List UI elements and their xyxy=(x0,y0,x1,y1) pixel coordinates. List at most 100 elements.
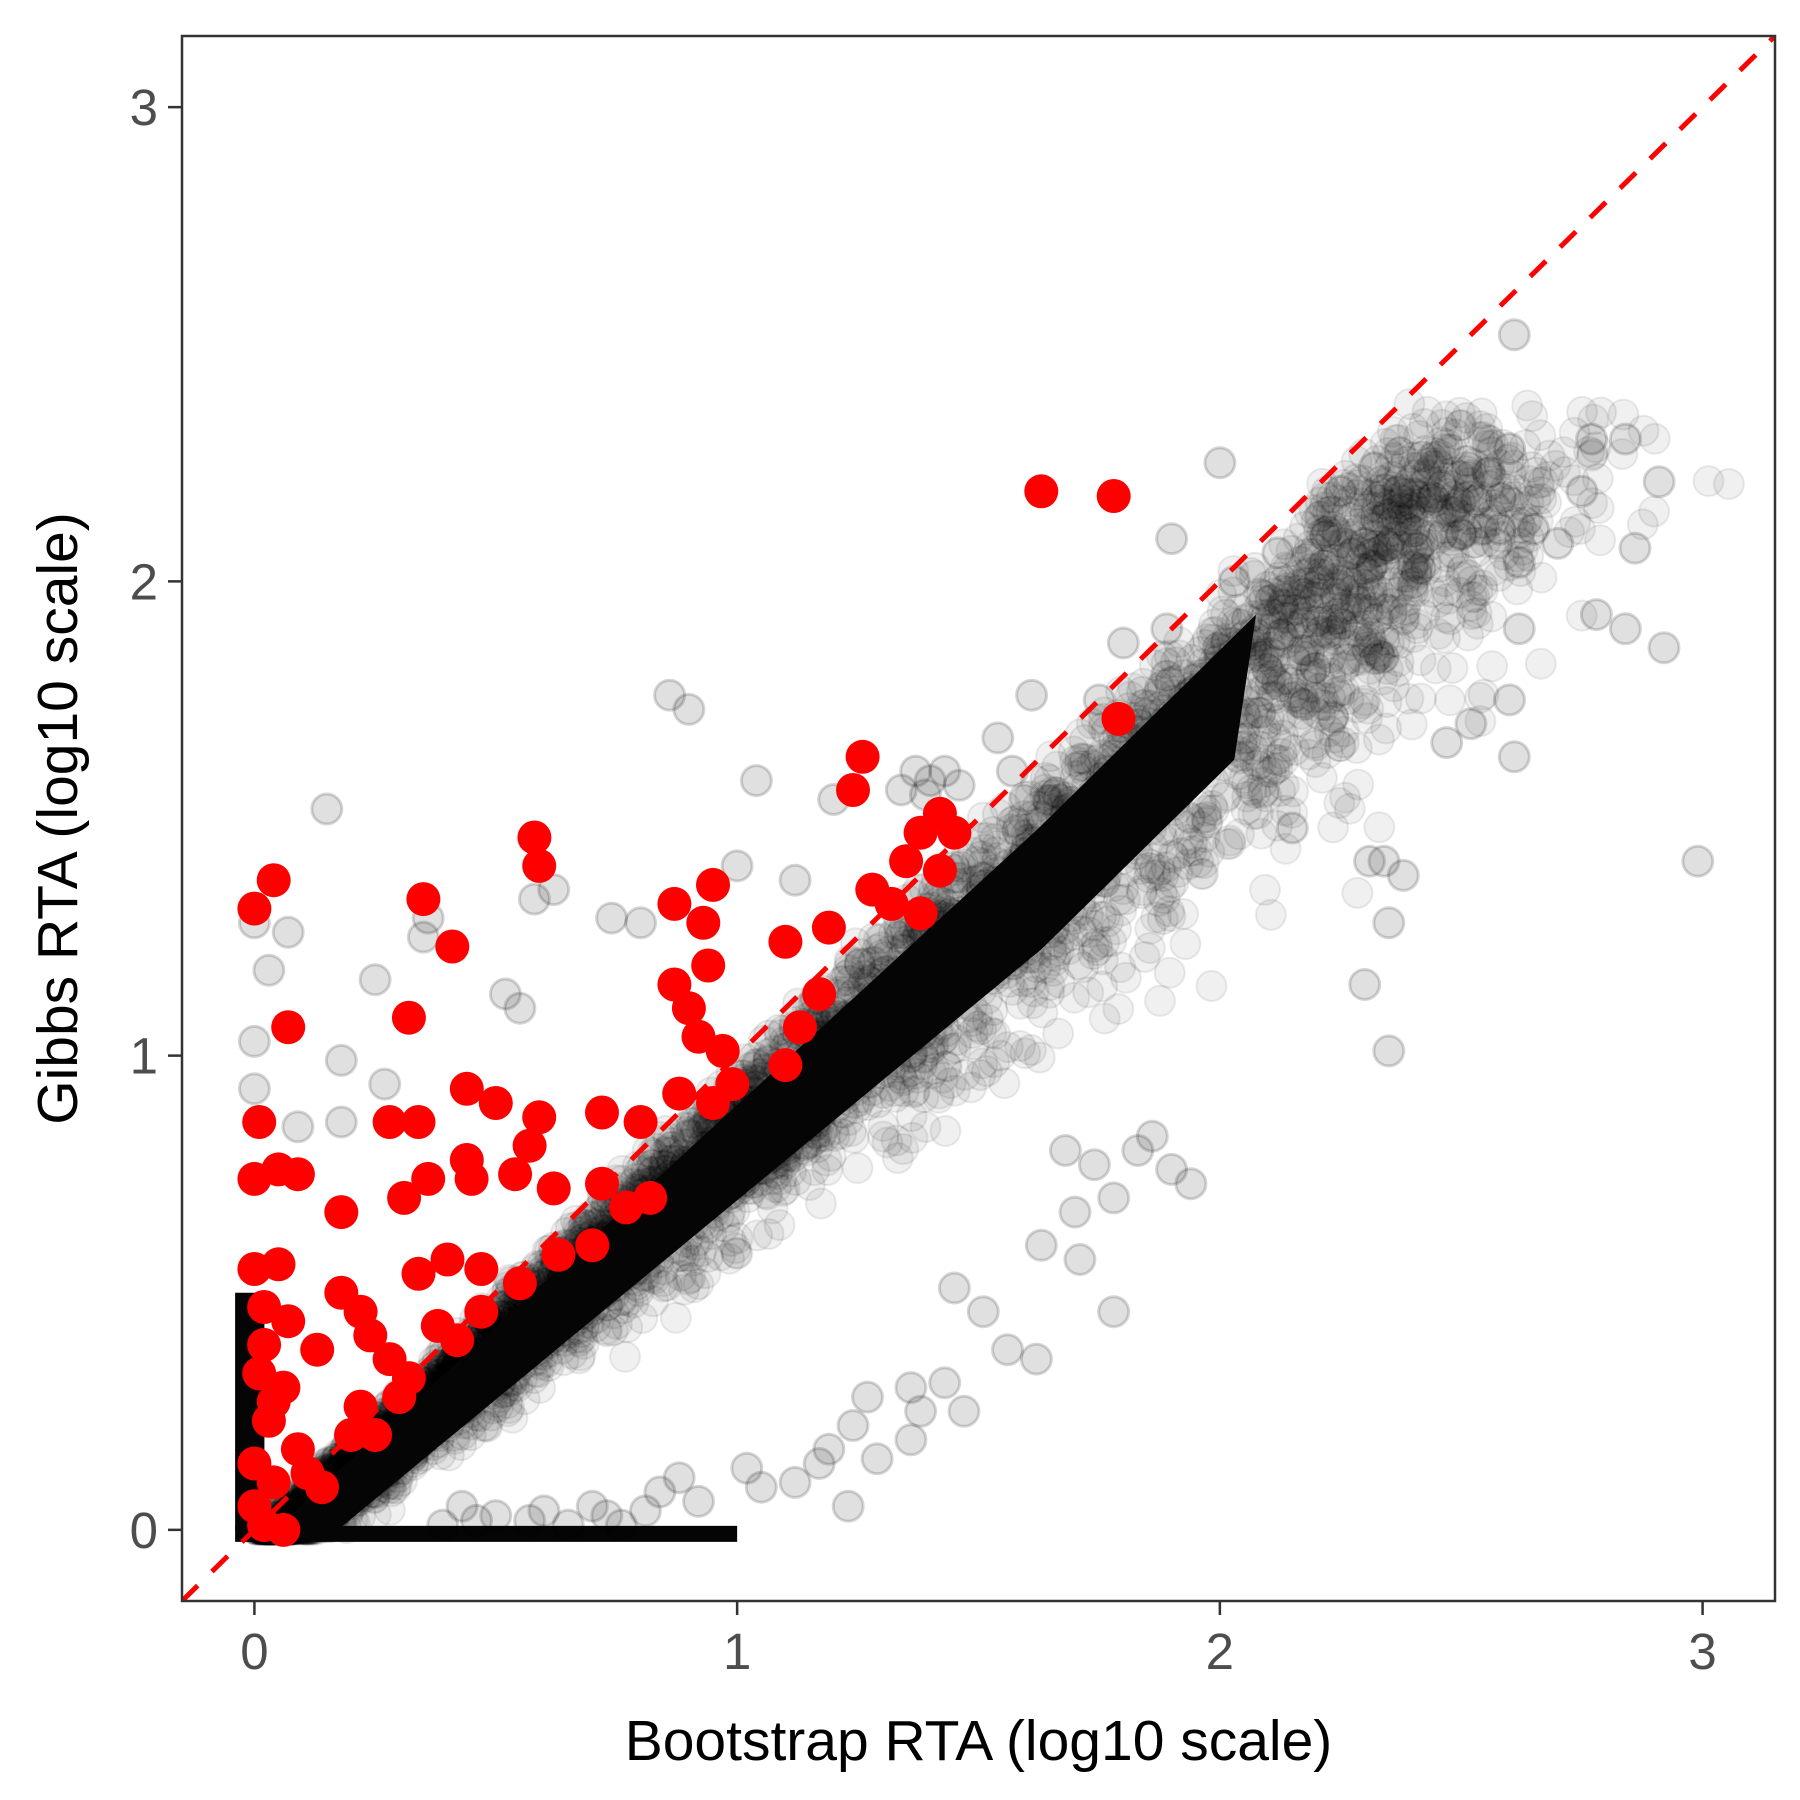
cloud-point xyxy=(1317,699,1350,732)
cloud-point xyxy=(704,1239,736,1272)
cloud-point xyxy=(1244,747,1277,780)
cloud-point xyxy=(886,1064,919,1097)
cloud-point xyxy=(1285,697,1318,730)
cloud-point xyxy=(1336,520,1369,553)
cloud-point xyxy=(1416,449,1449,482)
cloud-point xyxy=(1380,528,1413,560)
cloud-point xyxy=(1398,459,1431,492)
cloud-point xyxy=(1503,527,1536,560)
cloud-point xyxy=(1402,496,1435,528)
cloud-point xyxy=(1371,593,1404,626)
cloud-point xyxy=(1304,500,1337,533)
cloud-point xyxy=(1461,483,1494,516)
cloud-point xyxy=(780,1164,812,1196)
cloud-point xyxy=(1358,633,1390,666)
cloud-point xyxy=(1396,528,1429,561)
cloud-point xyxy=(1341,469,1374,502)
cloud-point xyxy=(865,922,898,955)
cloud-point xyxy=(1267,574,1300,607)
cloud-point xyxy=(1261,743,1294,776)
cloud-point xyxy=(1335,518,1368,550)
cloud-point xyxy=(938,1074,971,1107)
cloud-point xyxy=(898,1074,931,1107)
cloud-point xyxy=(1319,529,1352,562)
cloud-point xyxy=(879,1080,912,1113)
cloud-point xyxy=(1009,784,1042,817)
cloud-point xyxy=(1327,715,1360,748)
cloud-point xyxy=(1370,499,1403,532)
cloud-point xyxy=(1217,576,1250,609)
cloud-point xyxy=(1296,537,1329,570)
cloud-point xyxy=(1373,527,1406,560)
cloud-point xyxy=(1040,776,1073,809)
cloud-point xyxy=(1272,553,1305,586)
cloud-point xyxy=(1712,468,1745,500)
cloud-point xyxy=(1332,642,1365,675)
cloud-point xyxy=(1576,437,1609,470)
cloud-point xyxy=(1261,619,1294,651)
cloud-point xyxy=(971,1003,1004,1036)
cloud-point xyxy=(1418,477,1451,510)
cloud-point xyxy=(1310,515,1343,548)
cloud-point xyxy=(1348,609,1381,642)
cloud-point xyxy=(1415,480,1448,513)
cloud-point xyxy=(1144,984,1176,1017)
cloud-point xyxy=(1125,853,1158,885)
cloud-point xyxy=(1397,476,1430,509)
cloud-point xyxy=(1292,738,1325,771)
cloud-point xyxy=(1309,520,1342,553)
cloud-point xyxy=(1346,552,1379,585)
cloud-point xyxy=(1501,573,1534,606)
cloud-point xyxy=(1340,478,1373,511)
cloud-point xyxy=(1235,773,1268,806)
cloud-point xyxy=(1016,800,1049,833)
cloud-point xyxy=(1316,608,1349,641)
cloud-point xyxy=(752,1218,785,1250)
cloud-point xyxy=(979,1017,1011,1050)
cloud-point xyxy=(1424,439,1457,472)
cloud-point xyxy=(1133,851,1166,884)
cloud-point xyxy=(1411,395,1444,428)
cloud-point xyxy=(1406,526,1439,559)
cloud-point xyxy=(1304,582,1336,615)
cloud-point xyxy=(1254,898,1287,931)
cloud-point xyxy=(1353,478,1386,511)
cloud-point xyxy=(1284,545,1317,578)
cloud-point xyxy=(1341,876,1374,909)
cloud-point xyxy=(1288,601,1321,634)
cloud-point xyxy=(981,829,1014,862)
cloud-point xyxy=(1314,641,1347,674)
cloud-point xyxy=(1352,559,1385,592)
cloud-point xyxy=(646,1265,679,1298)
cloud-point xyxy=(1266,745,1299,778)
cloud-point xyxy=(1354,623,1387,656)
cloud-point xyxy=(940,1024,973,1057)
cloud-point xyxy=(1314,657,1347,690)
cloud-point xyxy=(1387,596,1420,629)
cloud-point xyxy=(1416,576,1449,609)
cloud-point xyxy=(1435,502,1468,535)
cloud-point xyxy=(1315,481,1348,514)
cloud-point xyxy=(1300,605,1333,638)
cloud-point xyxy=(1465,512,1498,545)
cloud-point xyxy=(763,1209,796,1241)
cloud-point xyxy=(1408,407,1441,440)
cloud-point xyxy=(1444,561,1477,594)
cloud-point xyxy=(445,1429,478,1462)
cloud-point xyxy=(1264,703,1297,736)
cloud-point xyxy=(1397,574,1430,607)
cloud-point xyxy=(1273,575,1306,608)
cloud-point xyxy=(1072,976,1105,1009)
cloud-point xyxy=(1399,536,1432,569)
cloud-point xyxy=(1303,566,1336,598)
cloud-point xyxy=(1511,389,1544,422)
cloud-point xyxy=(988,1067,1021,1100)
cloud-point xyxy=(1438,496,1471,528)
cloud-point xyxy=(1197,794,1230,827)
cloud-point xyxy=(833,957,866,990)
cloud-point xyxy=(1455,581,1488,614)
cloud-point xyxy=(1405,441,1438,473)
cloud-point xyxy=(1305,761,1338,794)
cloud-point xyxy=(1388,477,1421,510)
cloud-point xyxy=(1351,594,1384,627)
